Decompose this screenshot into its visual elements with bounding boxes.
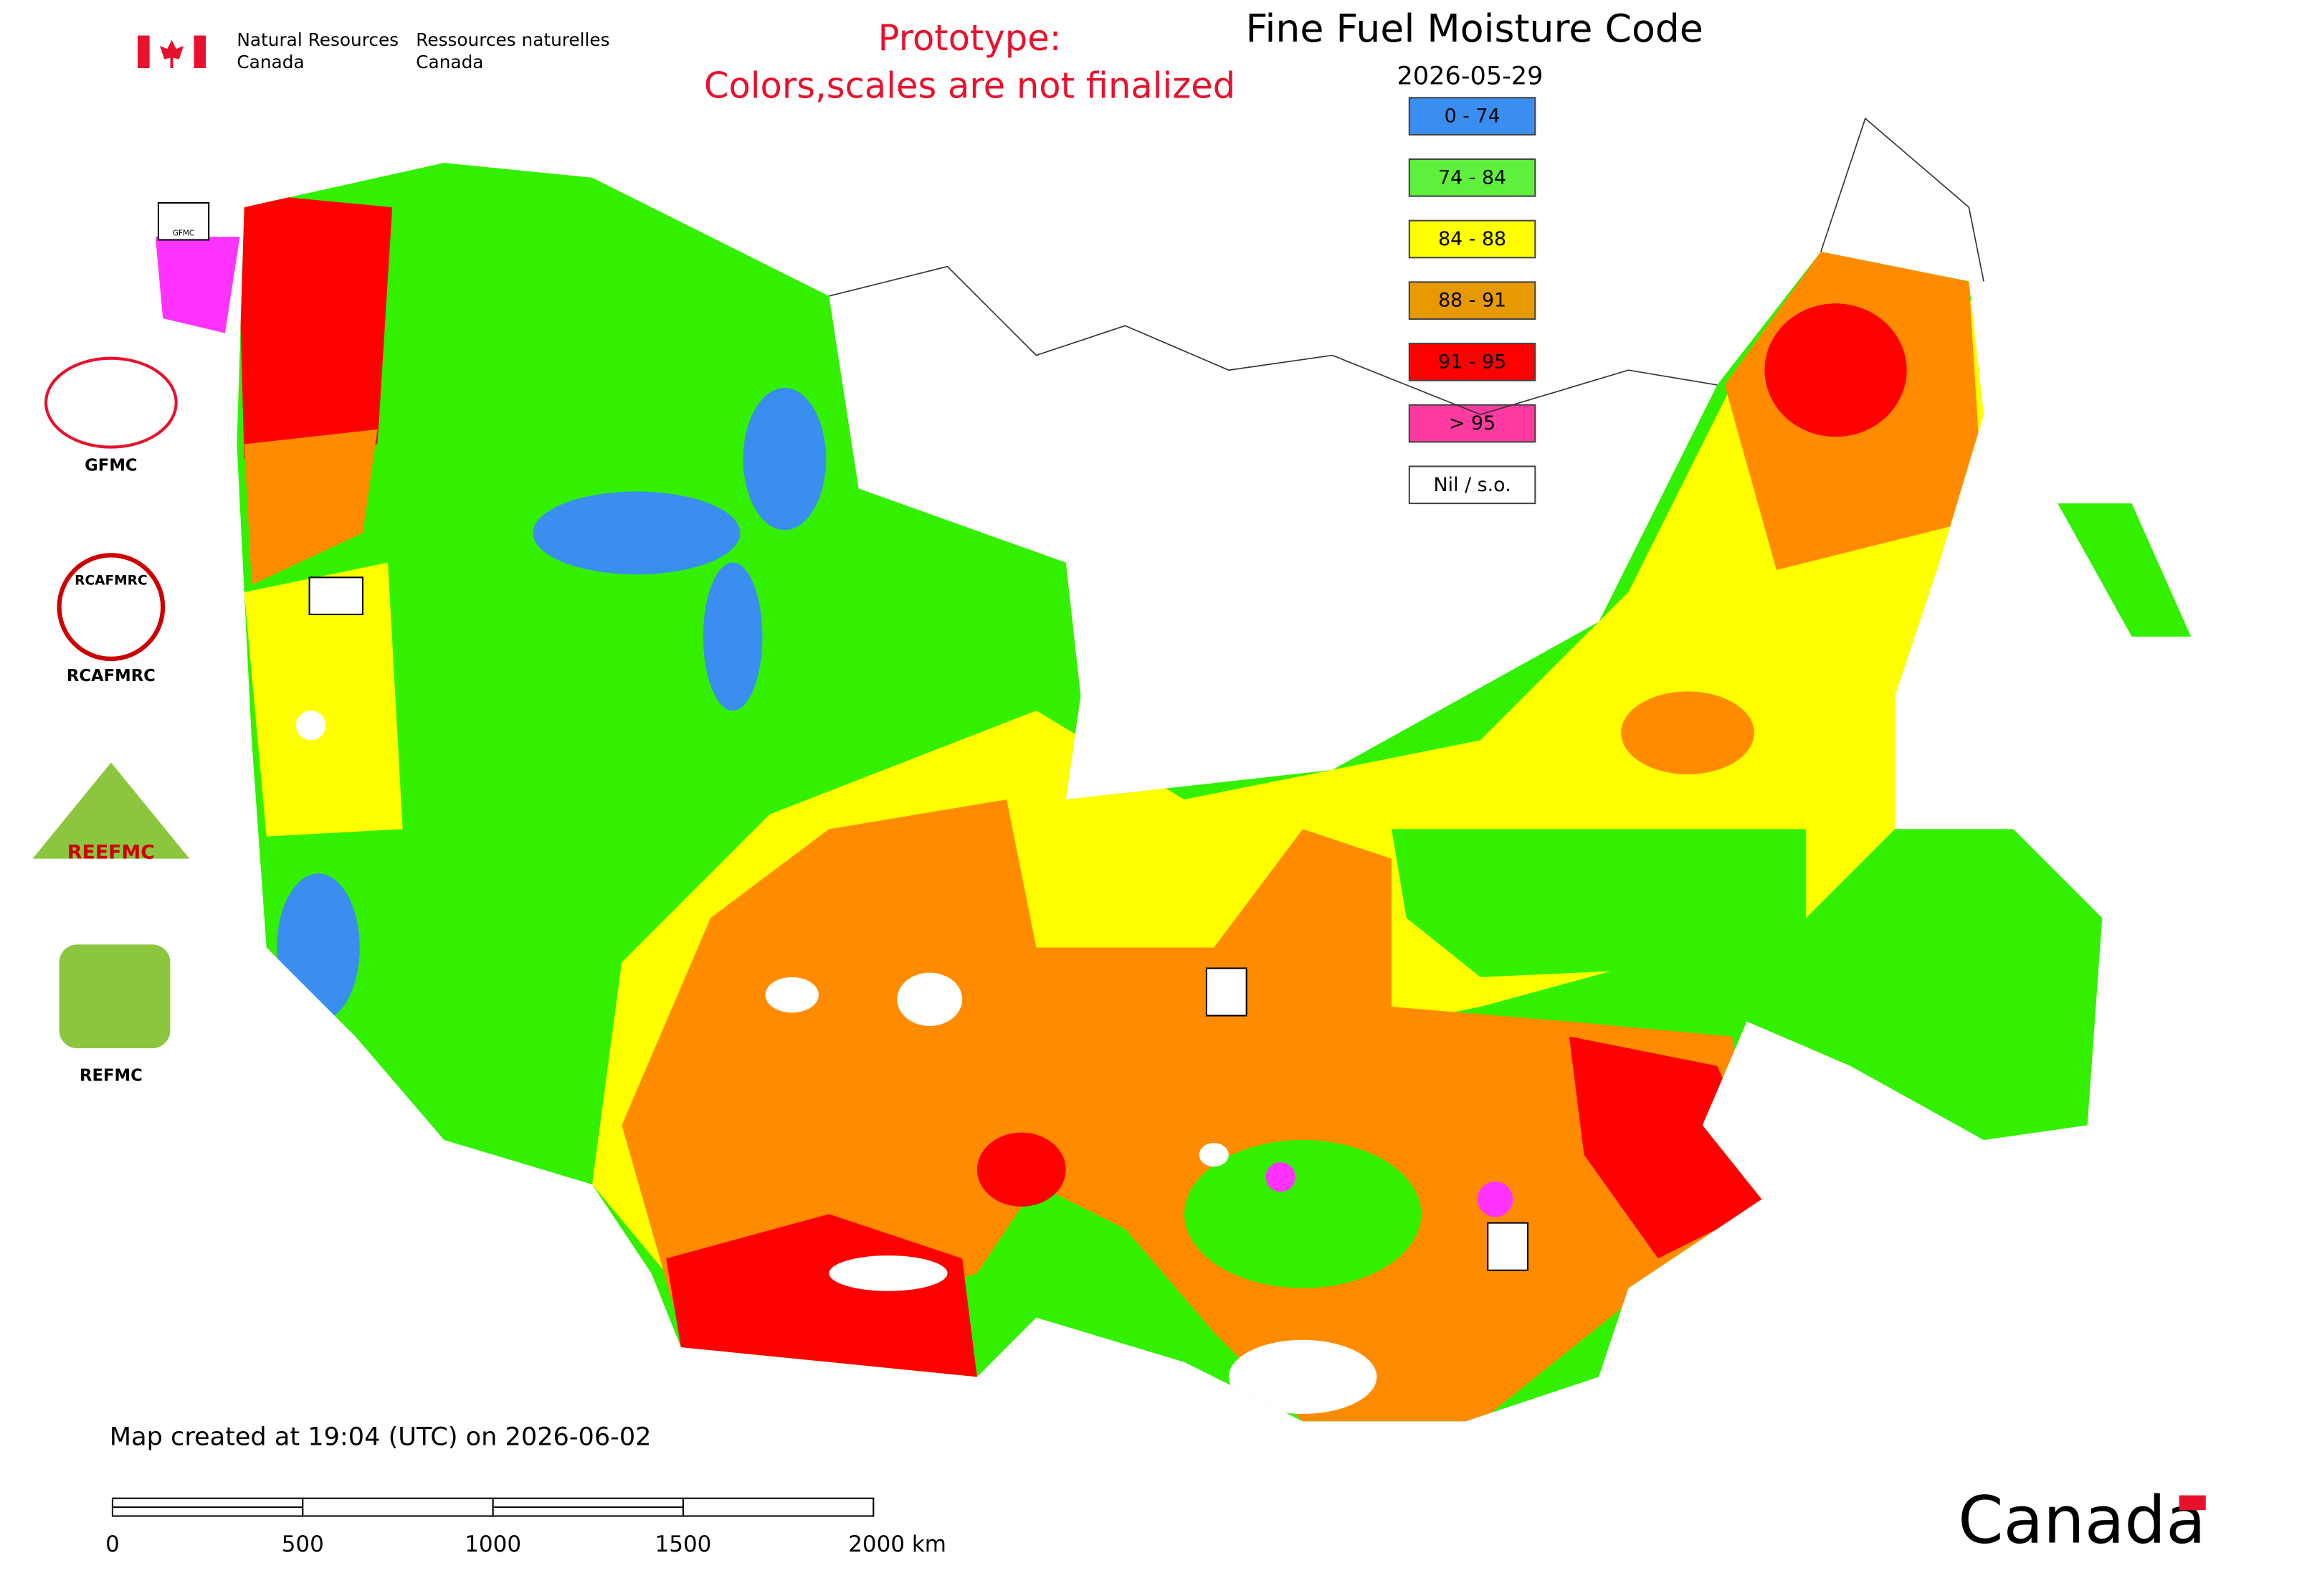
region — [743, 388, 827, 531]
legend-swatch — [1408, 281, 1536, 320]
region — [1621, 691, 1754, 774]
scale-label: 500 — [282, 1531, 324, 1557]
region — [666, 1214, 977, 1377]
notice: Colors,scales are not finalized — [704, 65, 1235, 106]
scale-segment — [682, 1497, 875, 1517]
logo-emblem-text: REEFMC — [67, 842, 155, 864]
region — [1954, 829, 2103, 1140]
logo-caption: REFMC — [80, 1066, 143, 1085]
notice: Prototype: — [878, 17, 1062, 59]
region — [1392, 829, 1807, 977]
agency-fr: Ressources naturelles — [416, 29, 609, 50]
logo-caption: RCAFMRC — [67, 667, 156, 685]
scale-label: 0 — [105, 1531, 120, 1557]
region — [155, 237, 240, 333]
region — [533, 491, 741, 575]
scale-label: 2000 km — [848, 1531, 946, 1557]
region — [1184, 1140, 1422, 1288]
map-title: Fine Fuel Moisture Code — [1246, 6, 1703, 51]
legend: 0 - 74 74 - 84 84 - 88 88 - 91 91 - 95 > 95 Ni… — [1408, 97, 1536, 505]
region — [277, 873, 360, 1022]
scale-bar: 0 500 1000 1500 2000 km — [105, 1497, 946, 1557]
created-note: Map created at 19:04 (UTC) on 2026-06-02 — [110, 1422, 652, 1451]
scale-label: 1000 — [465, 1531, 521, 1557]
scale-label: 1500 — [655, 1531, 712, 1557]
legend-label: > 95 — [1449, 412, 1495, 434]
fmc-map — [155, 117, 2192, 1422]
region — [1265, 1162, 1295, 1192]
nrcan-signature: Natural Resources Canada Ressources natu… — [138, 29, 610, 72]
legend-label: 74 - 84 — [1438, 166, 1506, 189]
legend-swatch — [1408, 219, 1536, 259]
legend-label: 0 - 74 — [1445, 105, 1500, 128]
logo-caption: GFMC — [85, 457, 137, 475]
legend-swatch — [1408, 343, 1536, 381]
scale-segment — [302, 1497, 494, 1517]
region — [244, 562, 403, 837]
legend-swatch — [1408, 465, 1536, 505]
region — [237, 192, 393, 460]
legend-swatch — [1408, 158, 1536, 197]
legend-label: 84 - 88 — [1438, 228, 1506, 250]
legend-label: 88 - 91 — [1438, 290, 1506, 312]
legend-label: 91 - 95 — [1438, 351, 1506, 373]
region — [1764, 303, 1907, 437]
map-date: 2026-05-29 — [1397, 62, 1544, 91]
region — [1477, 1181, 1513, 1217]
canada-wordmark: Canada — [1958, 1483, 2206, 1559]
legend-swatch — [1408, 97, 1536, 136]
region — [244, 429, 378, 585]
partner-logos: GFMC RCAFMRC RCAFMRC REEFMC REFMC GFMC — [32, 201, 1529, 1271]
logo-emblem-text: RCAFMRC — [75, 574, 147, 589]
region — [976, 1132, 1066, 1207]
map-marker-label: GFMC — [173, 229, 194, 237]
agency-en: Natural Resources — [237, 29, 399, 50]
region — [2058, 503, 2192, 637]
agency-fr: Canada — [416, 52, 483, 72]
agency-en: Canada — [237, 52, 304, 72]
legend-label: Nil / s.o. — [1434, 474, 1511, 496]
region — [703, 562, 763, 711]
